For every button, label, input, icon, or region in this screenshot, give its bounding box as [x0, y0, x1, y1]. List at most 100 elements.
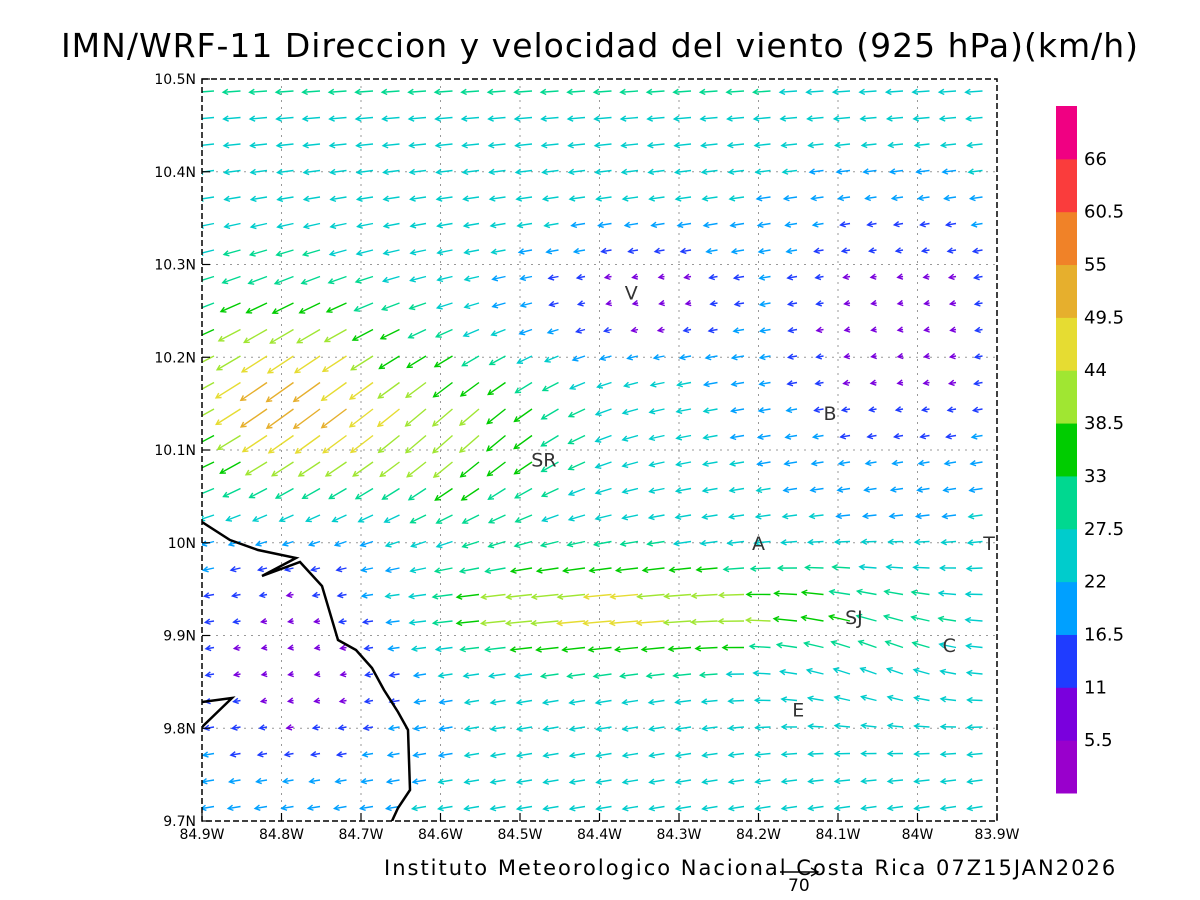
wind-arrow — [896, 273, 904, 280]
wind-arrow — [645, 88, 665, 96]
wind-arrow — [361, 618, 374, 625]
wind-arrow — [620, 142, 639, 149]
wind-arrow — [258, 591, 268, 599]
wind-arrow — [619, 115, 639, 122]
wind-arrow — [971, 406, 983, 413]
wind-arrow — [328, 115, 347, 122]
wind-arrow — [772, 615, 798, 623]
wind-arrow — [337, 724, 347, 731]
wind-arrow — [830, 640, 851, 649]
wind-arrow — [357, 514, 374, 523]
x-tick-label: 84.9W — [179, 827, 224, 843]
wind-arrow — [967, 168, 983, 175]
wind-arrow — [575, 327, 586, 334]
wind-arrow — [896, 352, 904, 360]
wind-arrow — [860, 538, 877, 546]
wind-arrow — [869, 379, 877, 386]
wind-arrow — [919, 221, 930, 228]
wind-arrow — [287, 670, 294, 678]
wind-arrow — [773, 590, 798, 597]
reference-vector — [780, 867, 820, 877]
wind-arrow — [860, 750, 877, 757]
wind-arrow — [971, 247, 983, 255]
city-label: C — [943, 635, 956, 657]
wind-arrow — [410, 540, 427, 548]
wind-arrow — [631, 299, 639, 307]
wind-arrow — [869, 273, 877, 280]
wind-arrow — [859, 666, 877, 675]
wind-arrow — [260, 670, 268, 678]
wind-arrow — [594, 461, 612, 470]
wind-arrow — [287, 617, 294, 625]
wind-arrow — [488, 672, 506, 679]
colorbar-label: 22 — [1084, 572, 1107, 593]
wind-arrow — [513, 461, 533, 475]
wind-arrow — [232, 618, 241, 625]
wind-arrow — [305, 514, 321, 523]
colorbar-label: 49.5 — [1084, 307, 1124, 328]
wind-arrow — [489, 804, 506, 812]
wind-arrow — [436, 804, 453, 812]
wind-arrow — [592, 672, 612, 680]
wind-arrow — [431, 434, 453, 454]
wind-arrow — [631, 273, 639, 280]
wind-arrow — [459, 645, 480, 653]
wind-arrow — [540, 408, 559, 420]
wind-arrow — [339, 670, 347, 678]
wind-arrow — [546, 328, 559, 335]
wind-arrow — [748, 643, 771, 650]
wind-arrow — [781, 168, 798, 175]
wind-arrow — [219, 302, 241, 313]
wind-arrow — [966, 778, 983, 785]
wind-arrow — [662, 619, 692, 626]
wind-arrow — [202, 540, 215, 547]
wind-arrow — [364, 671, 374, 678]
wind-arrow — [296, 328, 321, 344]
wind-arrow — [461, 168, 480, 176]
wind-arrow — [842, 273, 851, 281]
wind-arrow — [859, 115, 877, 122]
wind-arrow — [202, 434, 215, 443]
wind-arrow — [202, 778, 215, 785]
wind-arrow — [514, 168, 533, 176]
wind-arrow — [463, 248, 480, 256]
wind-arrow — [409, 567, 427, 574]
wind-arrow — [228, 777, 241, 785]
wind-arrow — [379, 461, 400, 478]
wind-arrow — [515, 778, 533, 785]
wind-arrow — [870, 299, 877, 307]
wind-arrow — [648, 805, 665, 812]
wind-arrow — [884, 640, 904, 649]
wind-arrow — [672, 115, 692, 122]
wind-arrow — [461, 142, 480, 149]
wind-arrow — [486, 461, 506, 477]
wind-arrow — [775, 642, 798, 649]
wind-arrow — [265, 381, 294, 403]
wind-arrow — [325, 302, 347, 313]
wind-arrow — [916, 486, 930, 493]
wind-arrow — [566, 672, 586, 680]
wind-arrow — [568, 778, 586, 785]
wind-arrow — [862, 168, 877, 175]
wind-arrow — [913, 750, 930, 758]
wind-arrow — [404, 408, 427, 427]
wind-arrow — [223, 168, 241, 176]
colorbar-label: 33 — [1084, 466, 1107, 487]
wind-arrow — [542, 725, 559, 732]
wind-arrow — [780, 804, 798, 812]
wind-arrow — [835, 512, 851, 520]
wind-arrow — [387, 645, 400, 652]
wind-arrow — [530, 619, 559, 627]
wind-arrow — [729, 221, 745, 229]
wind-arrow — [594, 699, 612, 706]
wind-arrow — [752, 115, 771, 122]
wind-arrow — [648, 461, 665, 468]
wind-arrow — [754, 724, 771, 731]
wind-arrow — [943, 459, 957, 467]
wind-arrow — [460, 88, 480, 96]
wind-arrow — [786, 380, 798, 387]
wind-arrow — [489, 221, 506, 229]
wind-arrow — [756, 221, 771, 228]
city-label: B — [824, 403, 837, 425]
wind-arrow — [807, 777, 824, 785]
